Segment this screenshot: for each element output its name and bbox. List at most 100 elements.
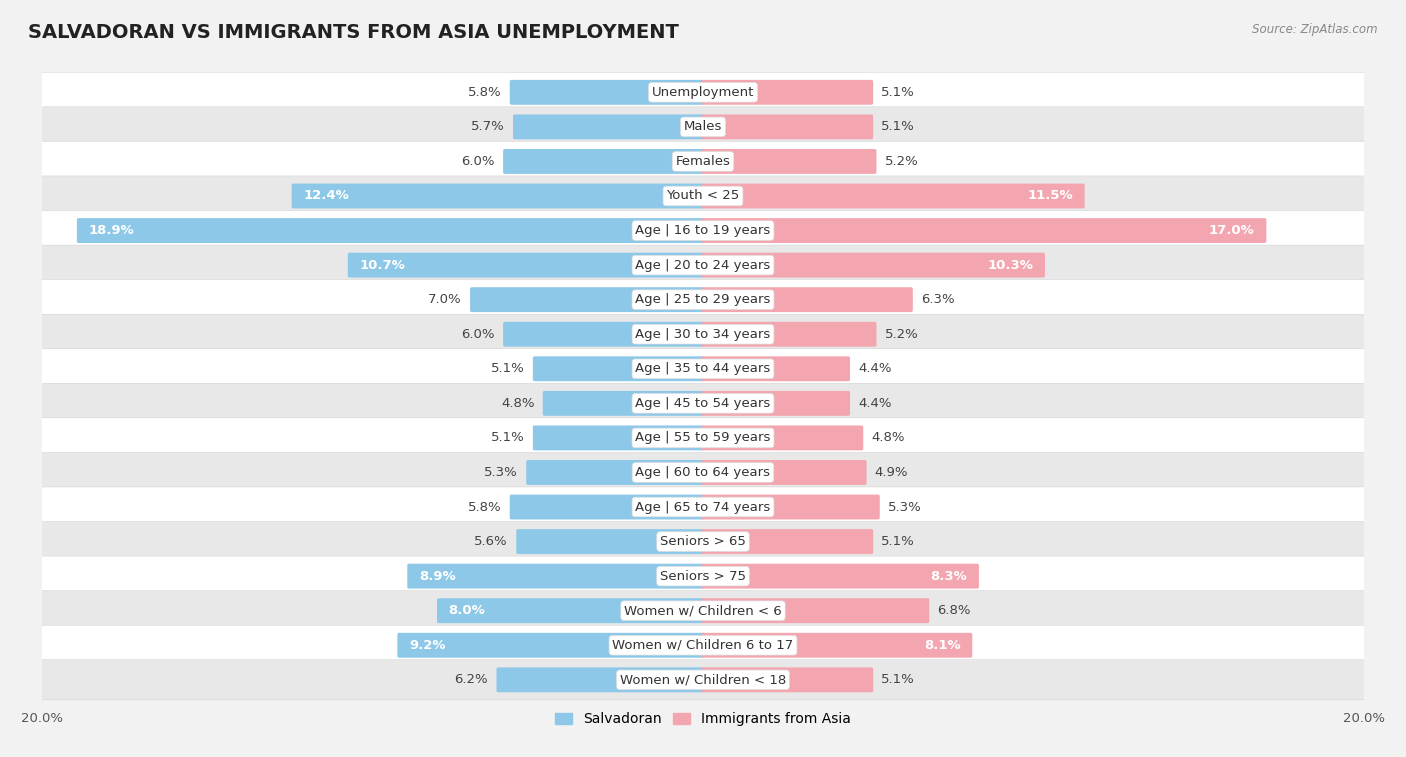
FancyBboxPatch shape bbox=[37, 383, 1369, 423]
FancyBboxPatch shape bbox=[702, 287, 912, 312]
Text: Age | 20 to 24 years: Age | 20 to 24 years bbox=[636, 259, 770, 272]
Text: 5.7%: 5.7% bbox=[471, 120, 505, 133]
Text: 4.4%: 4.4% bbox=[858, 363, 891, 375]
Text: 6.0%: 6.0% bbox=[461, 328, 495, 341]
FancyBboxPatch shape bbox=[37, 660, 1369, 700]
FancyBboxPatch shape bbox=[702, 253, 1045, 278]
FancyBboxPatch shape bbox=[702, 564, 979, 589]
FancyBboxPatch shape bbox=[702, 80, 873, 104]
FancyBboxPatch shape bbox=[702, 322, 876, 347]
Text: Males: Males bbox=[683, 120, 723, 133]
FancyBboxPatch shape bbox=[398, 633, 704, 658]
Text: 10.3%: 10.3% bbox=[987, 259, 1033, 272]
FancyBboxPatch shape bbox=[526, 460, 704, 485]
FancyBboxPatch shape bbox=[37, 314, 1369, 354]
Text: Age | 35 to 44 years: Age | 35 to 44 years bbox=[636, 363, 770, 375]
FancyBboxPatch shape bbox=[37, 418, 1369, 458]
Text: 18.9%: 18.9% bbox=[89, 224, 134, 237]
FancyBboxPatch shape bbox=[291, 183, 704, 208]
FancyBboxPatch shape bbox=[470, 287, 704, 312]
FancyBboxPatch shape bbox=[503, 322, 704, 347]
FancyBboxPatch shape bbox=[510, 80, 704, 104]
Text: 8.1%: 8.1% bbox=[924, 639, 960, 652]
FancyBboxPatch shape bbox=[37, 176, 1369, 216]
FancyBboxPatch shape bbox=[702, 357, 851, 382]
FancyBboxPatch shape bbox=[702, 183, 1084, 208]
Text: 5.1%: 5.1% bbox=[882, 673, 915, 687]
Text: 4.8%: 4.8% bbox=[872, 431, 905, 444]
FancyBboxPatch shape bbox=[37, 142, 1369, 182]
Legend: Salvadoran, Immigrants from Asia: Salvadoran, Immigrants from Asia bbox=[550, 707, 856, 732]
Text: Age | 25 to 29 years: Age | 25 to 29 years bbox=[636, 293, 770, 306]
FancyBboxPatch shape bbox=[37, 625, 1369, 665]
Text: 7.0%: 7.0% bbox=[429, 293, 461, 306]
Text: 5.1%: 5.1% bbox=[491, 363, 524, 375]
FancyBboxPatch shape bbox=[543, 391, 704, 416]
FancyBboxPatch shape bbox=[702, 425, 863, 450]
FancyBboxPatch shape bbox=[702, 460, 866, 485]
FancyBboxPatch shape bbox=[37, 210, 1369, 251]
Text: Women w/ Children 6 to 17: Women w/ Children 6 to 17 bbox=[613, 639, 793, 652]
FancyBboxPatch shape bbox=[702, 391, 851, 416]
FancyBboxPatch shape bbox=[503, 149, 704, 174]
FancyBboxPatch shape bbox=[37, 349, 1369, 389]
FancyBboxPatch shape bbox=[513, 114, 704, 139]
Text: 8.0%: 8.0% bbox=[449, 604, 485, 617]
FancyBboxPatch shape bbox=[496, 668, 704, 692]
Text: 6.0%: 6.0% bbox=[461, 155, 495, 168]
FancyBboxPatch shape bbox=[702, 218, 1267, 243]
Text: 5.2%: 5.2% bbox=[884, 155, 918, 168]
Text: 5.1%: 5.1% bbox=[882, 120, 915, 133]
FancyBboxPatch shape bbox=[37, 245, 1369, 285]
Text: Women w/ Children < 6: Women w/ Children < 6 bbox=[624, 604, 782, 617]
Text: 4.4%: 4.4% bbox=[858, 397, 891, 410]
Text: 5.2%: 5.2% bbox=[884, 328, 918, 341]
Text: 11.5%: 11.5% bbox=[1028, 189, 1073, 202]
Text: Source: ZipAtlas.com: Source: ZipAtlas.com bbox=[1253, 23, 1378, 36]
Text: Age | 45 to 54 years: Age | 45 to 54 years bbox=[636, 397, 770, 410]
Text: 6.8%: 6.8% bbox=[938, 604, 972, 617]
FancyBboxPatch shape bbox=[516, 529, 704, 554]
FancyBboxPatch shape bbox=[37, 487, 1369, 527]
Text: 5.8%: 5.8% bbox=[468, 86, 502, 99]
Text: 5.1%: 5.1% bbox=[882, 86, 915, 99]
Text: 6.3%: 6.3% bbox=[921, 293, 955, 306]
FancyBboxPatch shape bbox=[702, 668, 873, 692]
FancyBboxPatch shape bbox=[437, 598, 704, 623]
FancyBboxPatch shape bbox=[37, 590, 1369, 631]
Text: Seniors > 75: Seniors > 75 bbox=[659, 570, 747, 583]
Text: 5.3%: 5.3% bbox=[484, 466, 517, 479]
Text: 5.3%: 5.3% bbox=[889, 500, 922, 513]
Text: 8.9%: 8.9% bbox=[419, 570, 456, 583]
Text: 12.4%: 12.4% bbox=[304, 189, 349, 202]
Text: 4.8%: 4.8% bbox=[501, 397, 534, 410]
FancyBboxPatch shape bbox=[408, 564, 704, 589]
Text: 5.8%: 5.8% bbox=[468, 500, 502, 513]
Text: Age | 60 to 64 years: Age | 60 to 64 years bbox=[636, 466, 770, 479]
Text: Females: Females bbox=[675, 155, 731, 168]
FancyBboxPatch shape bbox=[702, 529, 873, 554]
FancyBboxPatch shape bbox=[510, 494, 704, 519]
FancyBboxPatch shape bbox=[533, 357, 704, 382]
Text: SALVADORAN VS IMMIGRANTS FROM ASIA UNEMPLOYMENT: SALVADORAN VS IMMIGRANTS FROM ASIA UNEMP… bbox=[28, 23, 679, 42]
Text: 8.3%: 8.3% bbox=[931, 570, 967, 583]
FancyBboxPatch shape bbox=[702, 149, 876, 174]
FancyBboxPatch shape bbox=[347, 253, 704, 278]
Text: Age | 65 to 74 years: Age | 65 to 74 years bbox=[636, 500, 770, 513]
Text: Unemployment: Unemployment bbox=[652, 86, 754, 99]
Text: 5.1%: 5.1% bbox=[491, 431, 524, 444]
FancyBboxPatch shape bbox=[37, 279, 1369, 319]
FancyBboxPatch shape bbox=[37, 453, 1369, 493]
Text: 5.1%: 5.1% bbox=[882, 535, 915, 548]
Text: Women w/ Children < 18: Women w/ Children < 18 bbox=[620, 673, 786, 687]
FancyBboxPatch shape bbox=[533, 425, 704, 450]
Text: Age | 30 to 34 years: Age | 30 to 34 years bbox=[636, 328, 770, 341]
Text: 4.9%: 4.9% bbox=[875, 466, 908, 479]
FancyBboxPatch shape bbox=[77, 218, 704, 243]
FancyBboxPatch shape bbox=[37, 522, 1369, 562]
Text: 5.6%: 5.6% bbox=[474, 535, 508, 548]
Text: 6.2%: 6.2% bbox=[454, 673, 488, 687]
FancyBboxPatch shape bbox=[37, 556, 1369, 597]
FancyBboxPatch shape bbox=[702, 598, 929, 623]
Text: 17.0%: 17.0% bbox=[1209, 224, 1254, 237]
